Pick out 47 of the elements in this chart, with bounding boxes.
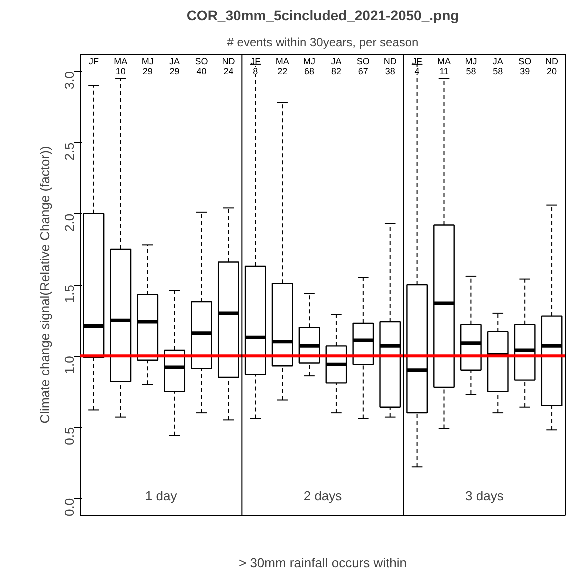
y-tick-label: 1.0 bbox=[62, 356, 77, 374]
text: 8 bbox=[253, 66, 258, 76]
y-tick-label: 3.0 bbox=[62, 72, 77, 90]
x-tick-label: MA bbox=[114, 56, 128, 66]
text: 68 bbox=[304, 66, 315, 76]
x-tick-label: MJ bbox=[142, 56, 154, 66]
x-tick-label: SO bbox=[356, 56, 370, 66]
annotation: 2 days bbox=[304, 488, 343, 504]
x-tick-label: JA bbox=[492, 56, 504, 66]
text: 22 bbox=[278, 66, 288, 76]
x-tick-label: MA bbox=[276, 56, 290, 66]
x-tick-label: JA bbox=[170, 56, 180, 66]
text: 20 bbox=[547, 66, 558, 76]
chart-subtitle: # events within 30years, per season bbox=[227, 36, 419, 50]
y-tick-label: 2.0 bbox=[62, 214, 77, 232]
y-axis-title: Climate change signal(Relative Change (factor)) bbox=[38, 146, 52, 424]
x-tick-label: ND bbox=[546, 56, 560, 66]
text: 40 bbox=[196, 66, 207, 76]
text: 58 bbox=[493, 66, 504, 76]
x-tick-label: MA bbox=[438, 56, 451, 66]
x-tick-label: MJ bbox=[304, 56, 316, 66]
text: 29 bbox=[142, 66, 153, 76]
x-tick-label: ND bbox=[222, 56, 236, 66]
text: 11 bbox=[440, 66, 449, 76]
text: 39 bbox=[520, 66, 530, 76]
x-tick-label: SO bbox=[518, 56, 532, 66]
text: 67 bbox=[358, 66, 368, 76]
annotation: 1 day bbox=[145, 488, 178, 504]
y-tick-label: 0.0 bbox=[62, 498, 77, 516]
text: 58 bbox=[466, 66, 476, 76]
text: 38 bbox=[385, 66, 396, 76]
chart-title: COR_30mm_5cincluded_2021-2050_.png bbox=[186, 8, 460, 24]
x-tick-label: JF bbox=[88, 56, 100, 66]
annotation: 3 days bbox=[466, 488, 504, 504]
x-tick-label: ND bbox=[384, 56, 398, 66]
text: 10 bbox=[116, 66, 126, 76]
y-tick-label: 0.5 bbox=[62, 427, 77, 446]
x-tick-label: MJ bbox=[465, 56, 478, 66]
text: 4 bbox=[414, 66, 420, 76]
x-axis-title: > 30mm rainfall occurs within bbox=[239, 556, 407, 570]
x-tick-label: JA bbox=[331, 56, 342, 66]
text: 24 bbox=[224, 66, 234, 76]
x-tick-label: SO bbox=[195, 56, 208, 66]
text: 29 bbox=[170, 66, 180, 76]
y-tick-label: 1.5 bbox=[62, 284, 77, 304]
text: 82 bbox=[331, 66, 342, 76]
y-tick-label: 2.5 bbox=[62, 142, 77, 161]
